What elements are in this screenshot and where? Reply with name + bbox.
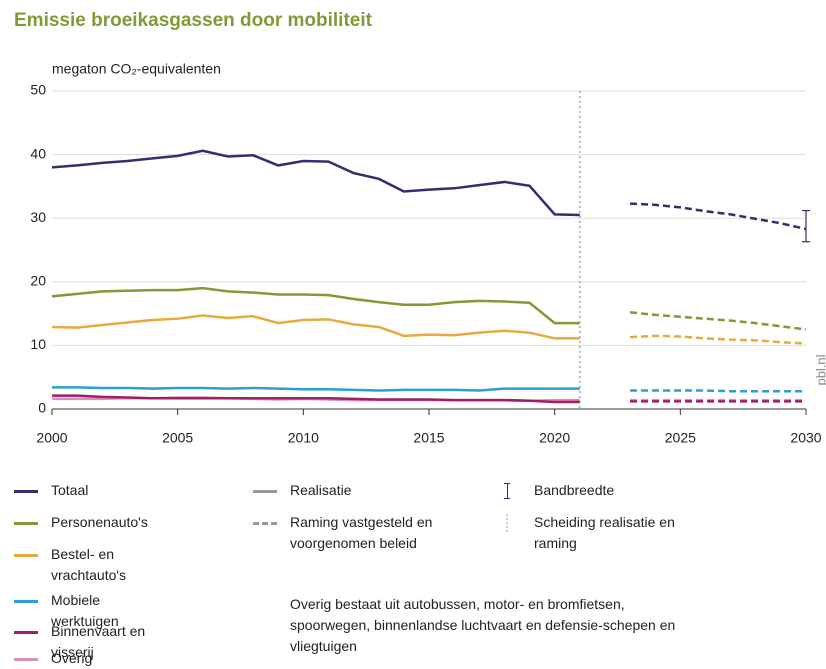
legend-swatch [14,554,38,557]
forecast-line [630,202,807,231]
legend-label: Bandbreedte [534,482,615,498]
legend-swatch [14,522,38,525]
y-tick-label: 20 [30,273,46,289]
legend-swatch [253,522,277,525]
legend-swatch [504,483,510,499]
source: pbl.nl [813,354,826,385]
realized-line [51,149,580,217]
realized-line [52,386,580,392]
legend-swatch [506,514,508,532]
x-tick-label: 2005 [162,430,193,446]
chart-title: Emissie broeikasgassen door mobiliteit [14,10,372,31]
x-tick-label: 2000 [36,430,67,446]
forecast-line [630,389,806,393]
y-axis-label: megaton CO₂-equivalenten [52,61,221,77]
legend-label: Overig [51,650,93,666]
forecast-line [630,334,807,345]
legend-swatch [253,490,277,493]
realized-line [52,394,580,404]
legend-label: Totaal [51,482,89,498]
y-tick-label: 0 [38,400,46,416]
legend-label: Binnenvaart en visserij [51,623,146,660]
legend-label: Raming vastgesteld en voorgenomen beleid [290,514,433,551]
note: Overig bestaat uit autobussen, motor- en… [290,596,676,654]
legend-label: Personenauto's [51,514,148,530]
x-tick-label: 2010 [288,430,319,446]
forecast-line [629,311,807,331]
legend-label: Bestel- en vrachtauto's [51,546,127,583]
legend-label: Mobiele werktuigen [51,592,119,629]
y-tick-label: 10 [30,336,46,352]
legend-swatch [14,631,38,634]
x-tick-label: 2020 [539,430,570,446]
x-tick-label: 2025 [665,430,696,446]
legend-swatch [14,600,38,603]
legend-swatch [14,490,38,493]
legend-label: Realisatie [290,482,352,498]
y-tick-label: 50 [30,82,46,98]
chart: megaton CO₂-equivalenten pbl.nl 01020304… [30,61,826,446]
x-tick-label: 2015 [413,430,444,446]
x-tick-label: 2030 [790,430,821,446]
y-tick-label: 30 [30,209,46,225]
legend-swatch [14,658,38,661]
legend-label: Scheiding realisatie en raming [534,514,675,551]
realized-line [51,314,580,340]
realized-line [51,286,580,325]
y-tick-label: 40 [30,145,46,161]
